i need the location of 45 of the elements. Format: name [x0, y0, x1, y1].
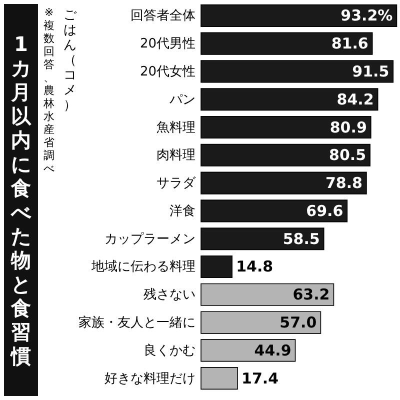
- text: ※複数回答、農林水産省調べ: [44, 6, 54, 175]
- bar: [200, 60, 394, 83]
- data-label: 63.2: [292, 286, 330, 304]
- data-label: 44.9: [254, 341, 292, 360]
- y-tick-label: 良くかむ: [144, 343, 196, 358]
- bar: [200, 200, 348, 222]
- y-tick-label: 20代男性: [140, 36, 196, 52]
- y-tick-label: 20代女性: [140, 64, 196, 80]
- bar: [200, 32, 373, 55]
- y-tick-label: 肉料理: [156, 148, 196, 164]
- y-tick-label: サラダ: [156, 176, 196, 192]
- y-tick-label: 地域に伝わる料理: [90, 260, 196, 275]
- bar: [200, 311, 322, 334]
- text: ごはん（コメ）: [64, 8, 76, 113]
- bar: [200, 255, 232, 278]
- data-label: 58.5: [282, 230, 320, 248]
- y-tick-label: 魚料理: [156, 120, 196, 136]
- y-tick-label: 好きな料理だけ: [104, 371, 196, 386]
- bar: [200, 283, 334, 306]
- data-label: 91.5: [352, 62, 390, 80]
- y-tick-label: 洋食: [170, 204, 196, 219]
- data-label: 80.5: [329, 146, 366, 164]
- y-tick-label: 家族・友人と一緒に: [78, 314, 196, 331]
- chart-title: 1カ月以内に食べた物と食習慣: [11, 32, 31, 368]
- data-label: 57.0: [280, 314, 317, 332]
- data-label: 80.9: [330, 118, 367, 136]
- y-tick-label: パン: [168, 92, 196, 108]
- bar: [200, 116, 372, 139]
- bar: [200, 339, 296, 362]
- data-label: 78.8: [325, 174, 362, 192]
- y-tick-label: カップラーメン: [104, 232, 196, 247]
- bar: [200, 172, 367, 194]
- y-tick-label: 残さない: [144, 288, 196, 303]
- y-tick-label: 回答者全体: [130, 8, 196, 24]
- bar: [200, 4, 398, 27]
- bar: [200, 144, 370, 166]
- data-label: 14.8: [236, 258, 274, 276]
- bar: [200, 367, 238, 390]
- data-label: 84.2: [336, 90, 374, 108]
- data-label: 93.2%: [340, 6, 393, 25]
- data-label: 81.6: [331, 34, 368, 53]
- bar: [200, 88, 378, 111]
- bar: [200, 228, 324, 250]
- data-label: 69.6: [306, 202, 344, 220]
- data-label: 17.4: [242, 369, 279, 388]
